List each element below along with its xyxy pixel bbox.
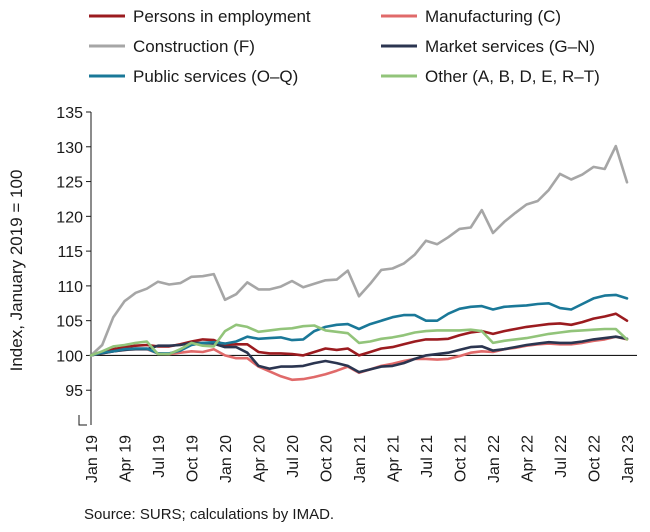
- y-tick-label: 120: [56, 209, 83, 226]
- x-tick-label: Oct 21: [453, 435, 470, 482]
- x-tick-label: Jan 21: [352, 435, 369, 483]
- x-tick-label: Jan 23: [620, 435, 637, 483]
- axis-break-mark: [78, 415, 87, 426]
- x-tick-label: Jul 21: [419, 435, 436, 478]
- legend-label: Public services (O–Q): [133, 67, 298, 86]
- x-tick-label: Jan 19: [84, 435, 101, 483]
- legend-label: Manufacturing (C): [425, 7, 561, 26]
- x-tick-label: Apr 21: [386, 435, 403, 482]
- x-tick-labels: Jan 19 Apr 19 Jul 19 Oct 19 Jan 20 Apr 20 Jul …: [84, 435, 637, 483]
- legend-label: Persons in employment: [133, 7, 311, 26]
- y-tick-label: 110: [57, 279, 83, 296]
- series-line-5: [89, 323, 629, 357]
- x-tick-label: Jul 19: [151, 435, 168, 478]
- x-tick-label: Jul 20: [285, 435, 302, 478]
- legend-label: Other (A, B, D, E, R–T): [425, 67, 600, 86]
- series-group: [89, 144, 629, 382]
- source-note: Source: SURS; calculations by IMAD.: [84, 506, 335, 523]
- legend-label: Market services (G–N): [425, 37, 595, 56]
- axes: 95 100 105 110 115 120 125 130 135 Index, January…: [7, 105, 637, 426]
- y-tick-label: 115: [57, 244, 83, 261]
- x-tick-label: Apr 19: [118, 435, 135, 482]
- y-axis-label: Index, January 2019 = 100: [7, 170, 26, 372]
- legend-label: Construction (F): [133, 37, 255, 56]
- y-tick-label: 100: [56, 348, 83, 365]
- series-line-3: [89, 335, 629, 374]
- y-tick-label: 125: [56, 175, 83, 192]
- x-tick-label: Jan 22: [486, 435, 503, 483]
- x-tick-label: Jan 20: [218, 435, 235, 483]
- x-tick-label: Oct 20: [319, 435, 336, 482]
- y-tick-label: 135: [56, 105, 83, 122]
- x-tick-label: Oct 22: [587, 435, 604, 482]
- y-tick-label: 130: [56, 140, 83, 157]
- x-tick-label: Oct 19: [185, 435, 202, 482]
- x-tick-label: Apr 22: [520, 435, 537, 482]
- y-tick-label: 105: [56, 314, 83, 331]
- legend: Persons in employment Manufacturing (C) Co…: [89, 7, 600, 86]
- y-tick-label: 95: [65, 383, 83, 400]
- x-tick-label: Jul 22: [553, 435, 570, 478]
- x-tick-label: Apr 20: [252, 435, 269, 482]
- series-line-2: [89, 144, 629, 357]
